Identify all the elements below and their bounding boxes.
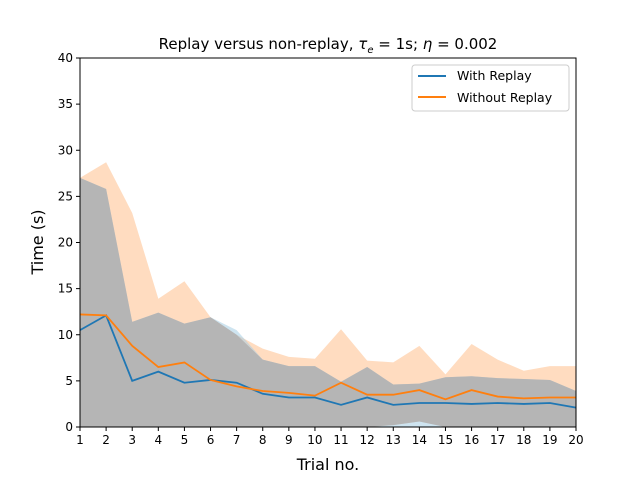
axes	[76, 57, 577, 431]
y-tick-label: 30	[58, 143, 73, 157]
x-tick-label: 6	[207, 433, 215, 447]
title-tau-value: = 1s;	[373, 35, 422, 53]
y-tick-label: 0	[65, 420, 73, 434]
x-tick-label: 5	[181, 433, 189, 447]
x-tick-label: 1	[76, 433, 84, 447]
chart-title: Replay versus non-replay, τe = 1s; η = 0…	[159, 35, 498, 56]
legend-frame	[411, 64, 570, 112]
x-tick-label: 14	[412, 433, 427, 447]
x-tick-label: 2	[102, 433, 110, 447]
y-tick-label: 35	[58, 97, 73, 111]
x-tick-label: 15	[438, 433, 453, 447]
legend: With Replay Without Replay	[411, 64, 570, 112]
band-overlap	[80, 177, 576, 427]
x-tick-label: 17	[490, 433, 505, 447]
y-tick-label: 15	[58, 282, 73, 296]
x-tick-label: 20	[568, 433, 583, 447]
x-tick-label: 8	[259, 433, 267, 447]
x-tick-label: 3	[128, 433, 136, 447]
y-tick-label: 25	[58, 189, 73, 203]
line-without-replay	[79, 313, 576, 401]
title-eta-value: = 0.002	[432, 35, 497, 53]
x-tick-label: 4	[154, 433, 162, 447]
title-eta: η	[423, 35, 433, 53]
title-prefix: Replay versus non-replay,	[159, 35, 359, 53]
legend-label-with-replay: With Replay	[457, 68, 532, 83]
y-tick-label: 20	[58, 236, 73, 250]
x-tick-label: 10	[307, 433, 322, 447]
y-tick-label: 5	[65, 374, 73, 388]
x-tick-label: 9	[285, 433, 293, 447]
x-axis-title: Trial no.	[296, 455, 360, 474]
title-tau: τ	[358, 35, 368, 53]
legend-label-without-replay: Without Replay	[457, 90, 553, 105]
title-tau-sub: e	[367, 45, 373, 56]
y-tick-label: 10	[58, 328, 73, 342]
x-tick-label: 7	[233, 433, 241, 447]
tick-labels: 1 2 3 4 5 6 7 8 9 10 11 12 13 14 15 16 17 18 19 20051015202…	[58, 51, 584, 447]
line-with-replay	[79, 314, 577, 409]
x-tick-label: 16	[464, 433, 479, 447]
x-tick-label: 12	[360, 433, 375, 447]
x-tick-label: 11	[333, 433, 348, 447]
confidence-bands	[80, 162, 576, 428]
y-axis-title: Time (s)	[28, 209, 47, 275]
x-tick-label: 18	[516, 433, 531, 447]
y-tick-label: 40	[58, 51, 73, 65]
x-tick-label: 13	[386, 433, 401, 447]
x-tick-label: 19	[542, 433, 557, 447]
series-lines	[79, 313, 577, 409]
